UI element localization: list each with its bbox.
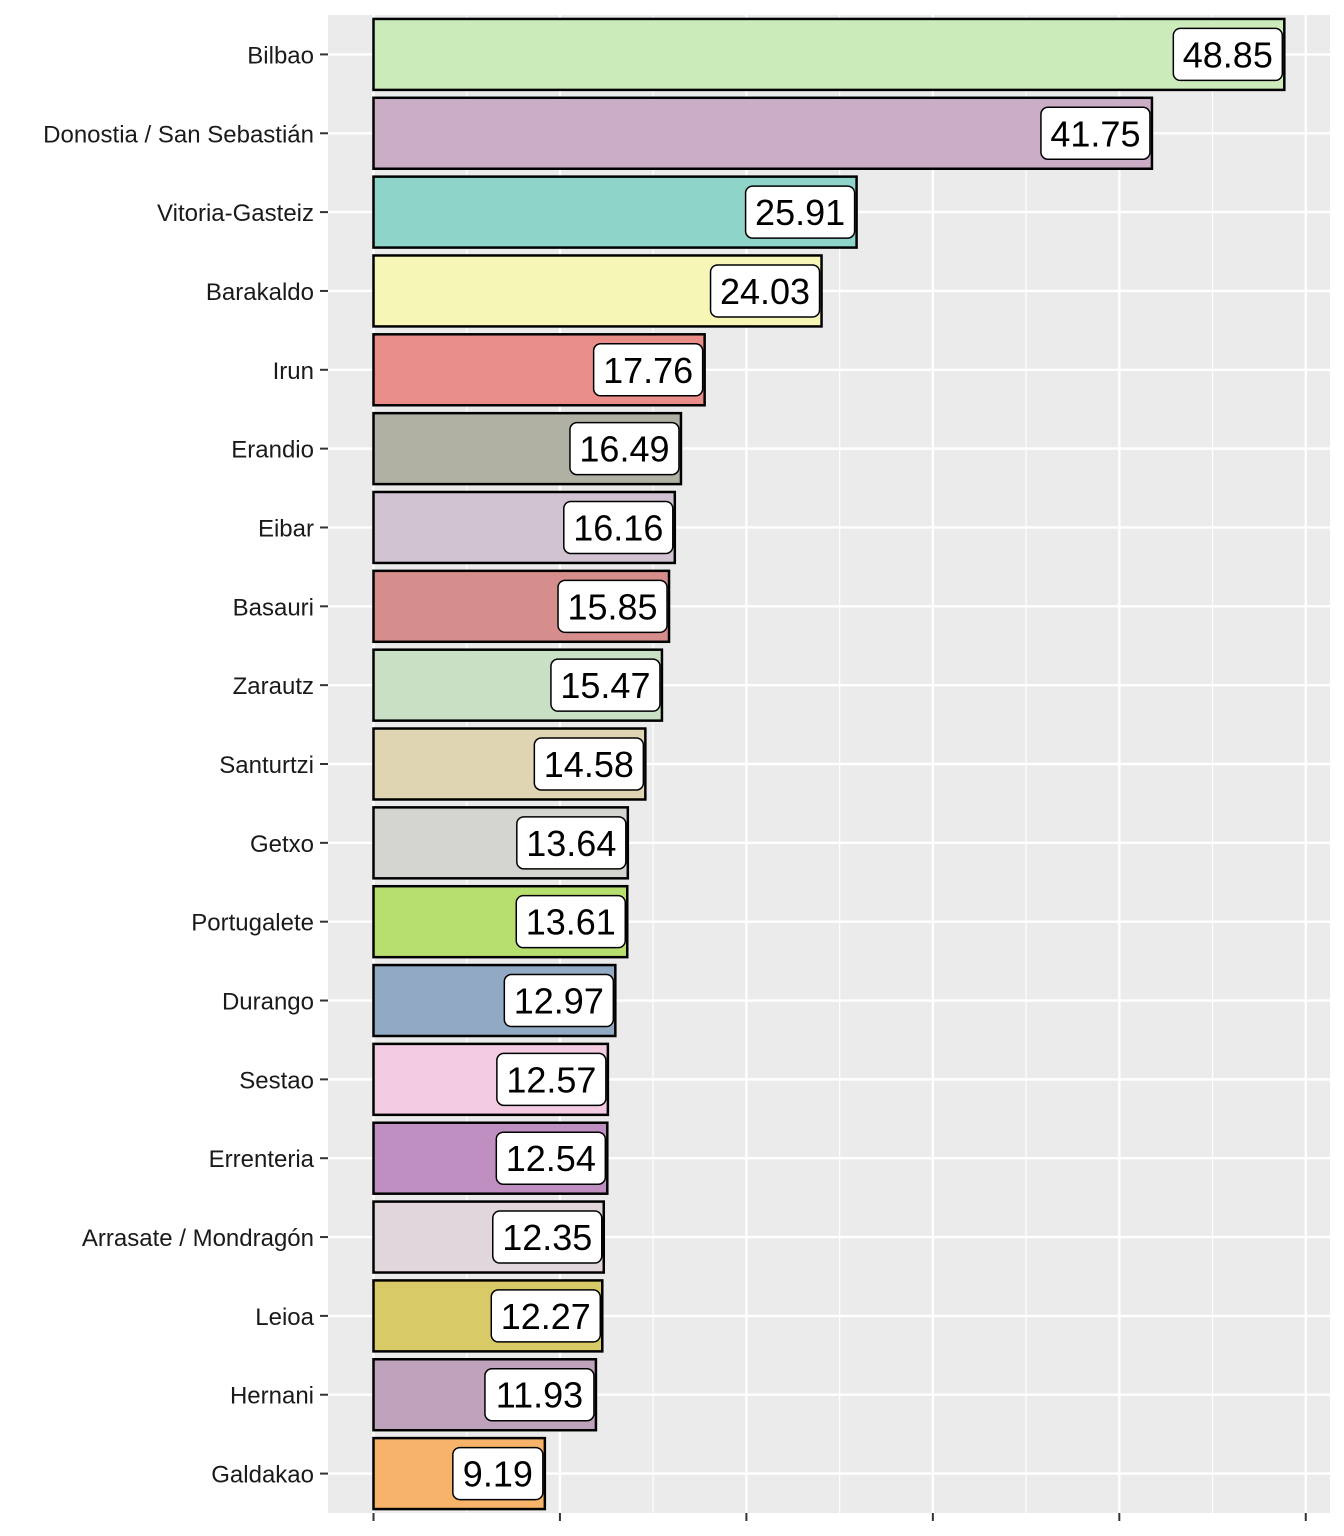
y-axis: Bilbao Donostia / San Sebastián Vitoria-Ga… bbox=[43, 42, 328, 1489]
data-label-box bbox=[492, 1210, 603, 1264]
y-tick-label: Getxo bbox=[250, 831, 314, 858]
data-label-box bbox=[496, 1052, 607, 1107]
y-tick-label: Santurtzi bbox=[219, 752, 314, 779]
data-label-box bbox=[515, 894, 627, 949]
data-label: 13.64 bbox=[526, 823, 616, 864]
data-label-box bbox=[490, 1289, 602, 1343]
y-tick-label: Vitoria-Gasteiz bbox=[157, 200, 314, 227]
data-label: 25.91 bbox=[755, 192, 845, 233]
data-label-box bbox=[557, 579, 668, 634]
data-label-box bbox=[533, 737, 645, 791]
y-tick-label: Sestao bbox=[239, 1067, 314, 1094]
data-label-box bbox=[1172, 27, 1284, 82]
data-label-box bbox=[550, 658, 661, 712]
data-label: 12.35 bbox=[502, 1217, 592, 1258]
y-tick-label: Hernani bbox=[230, 1383, 314, 1410]
data-label-box bbox=[452, 1446, 544, 1501]
data-label: 16.49 bbox=[579, 429, 669, 470]
data-label: 14.58 bbox=[544, 744, 634, 785]
y-tick-label: Basauri bbox=[233, 594, 314, 621]
data-label: 12.27 bbox=[501, 1296, 591, 1337]
data-label-box bbox=[709, 264, 821, 318]
data-label: 48.85 bbox=[1183, 34, 1273, 75]
y-tick-label: Portugalete bbox=[191, 910, 314, 937]
data-label: 12.54 bbox=[506, 1138, 596, 1179]
bar bbox=[372, 17, 1286, 92]
data-label: 12.57 bbox=[506, 1059, 596, 1100]
data-label: 16.16 bbox=[573, 507, 663, 548]
data-label: 13.61 bbox=[526, 902, 616, 943]
y-tick-label: Donostia / San Sebastián bbox=[43, 121, 314, 148]
y-tick-label: Leioa bbox=[255, 1304, 314, 1331]
data-label-box bbox=[484, 1367, 595, 1422]
bar bbox=[372, 96, 1154, 170]
data-label-box bbox=[1040, 106, 1151, 161]
y-tick-label: Erandio bbox=[231, 437, 314, 464]
y-tick-label: Arrasate / Mondragón bbox=[82, 1225, 314, 1252]
data-label-box bbox=[744, 185, 856, 239]
y-tick-label: Bilbao bbox=[247, 42, 314, 69]
data-label-box bbox=[503, 973, 615, 1028]
data-label: 15.47 bbox=[560, 665, 650, 706]
data-label-box bbox=[569, 421, 680, 476]
data-label: 9.19 bbox=[463, 1454, 533, 1495]
data-label-box bbox=[516, 816, 627, 870]
y-tick-label: Irun bbox=[273, 358, 314, 385]
y-tick-label: Errenteria bbox=[209, 1146, 315, 1173]
data-label: 15.85 bbox=[567, 586, 657, 627]
data-label: 12.97 bbox=[514, 981, 604, 1022]
data-label-box bbox=[495, 1131, 607, 1185]
data-label-box bbox=[592, 343, 704, 397]
y-tick-label: Galdakao bbox=[211, 1462, 314, 1489]
data-label-box bbox=[563, 500, 674, 555]
data-label: 11.93 bbox=[496, 1375, 583, 1416]
x-axis bbox=[372, 1513, 1307, 1521]
y-tick-label: Barakaldo bbox=[206, 279, 314, 306]
data-label: 24.03 bbox=[720, 271, 810, 312]
data-label: 17.76 bbox=[603, 350, 693, 391]
data-label: 41.75 bbox=[1050, 113, 1140, 154]
y-tick-label: Eibar bbox=[258, 515, 314, 542]
y-tick-label: Zarautz bbox=[233, 673, 314, 700]
y-tick-label: Durango bbox=[222, 989, 314, 1016]
bars: 48.85 41.75 25.91 24.03 17.76 16.49 16.16 15.85… bbox=[372, 17, 1286, 1511]
